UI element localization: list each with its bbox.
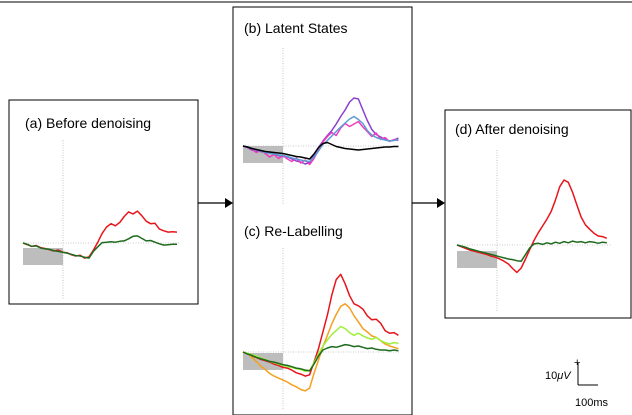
scale-bar-polarity: + xyxy=(574,357,580,369)
baseline-window xyxy=(243,353,283,370)
panel-d-frame xyxy=(444,109,632,319)
series-line-4 xyxy=(242,141,399,160)
series-line-2 xyxy=(456,240,607,262)
panel-c-title: (c) Re-Labelling xyxy=(244,223,343,239)
series-line-4 xyxy=(242,343,399,372)
panel-a-title: (a) Before denoising xyxy=(25,115,151,131)
scale-bar-amplitude-label: 10μV xyxy=(545,370,572,382)
panel-c-plot xyxy=(242,248,400,410)
panel-d-title: (d) After denoising xyxy=(455,121,569,137)
series-line-2 xyxy=(22,235,177,259)
series-line-3 xyxy=(242,115,399,163)
panel-a-frame xyxy=(8,99,199,305)
panel-a-plot xyxy=(22,140,180,300)
scale-bar: + 10μV 100ms xyxy=(545,357,609,409)
panel-d-plot xyxy=(456,150,612,312)
scale-bar-time-label: 100ms xyxy=(575,397,609,409)
arrow-a-to-bc xyxy=(198,198,233,208)
scale-bar-amplitude-value: 10 xyxy=(545,370,557,382)
arrow-bc-to-d xyxy=(412,198,445,208)
baseline-window xyxy=(23,248,63,265)
panel-b-plot xyxy=(242,48,400,205)
baseline-window xyxy=(457,251,497,268)
scale-bar-amplitude-unit: μV xyxy=(556,370,572,382)
panel-b-title: (b) Latent States xyxy=(244,20,348,36)
